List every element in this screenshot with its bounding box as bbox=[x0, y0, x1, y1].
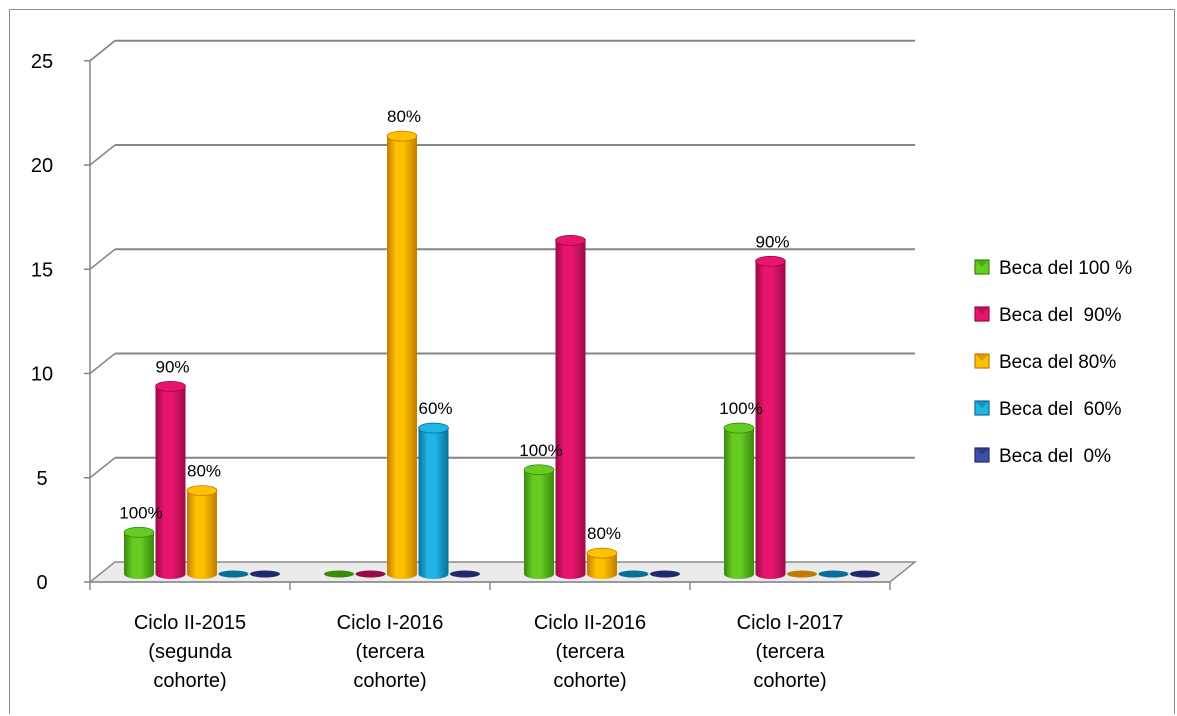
bar-top bbox=[418, 422, 449, 434]
x-category-label: cohorte) bbox=[553, 670, 626, 692]
data-label: 60% bbox=[418, 399, 452, 418]
x-category-label: Ciclo I-2017 bbox=[737, 612, 844, 634]
bar-zero bbox=[850, 570, 880, 578]
y-tick-label: 5 bbox=[36, 468, 47, 490]
legend: Beca del 100 % Beca del 90% Beca del 80% Be… bbox=[974, 258, 1132, 467]
bar bbox=[555, 240, 586, 579]
x-category-label: Ciclo II-2015 bbox=[134, 612, 246, 634]
data-label: 80% bbox=[587, 524, 621, 543]
chart-floor bbox=[87, 561, 918, 583]
bar-zero bbox=[450, 570, 480, 578]
gridline-depth bbox=[89, 457, 116, 479]
bar bbox=[755, 261, 786, 579]
data-label: 100% bbox=[519, 441, 562, 460]
bar-zero bbox=[218, 570, 249, 578]
bar bbox=[387, 136, 417, 579]
data-label: 100% bbox=[119, 503, 162, 522]
data-label: 90% bbox=[755, 232, 789, 251]
y-axis-top bbox=[89, 40, 116, 62]
x-category-label: (tercera bbox=[756, 641, 826, 663]
legend-label: Beca del 100 % bbox=[999, 258, 1132, 279]
legend-label: Beca del 60% bbox=[999, 399, 1122, 420]
bar-top bbox=[123, 526, 155, 538]
bar-zero bbox=[355, 570, 386, 578]
bar bbox=[124, 532, 154, 579]
bar bbox=[724, 428, 754, 579]
x-category-label: Ciclo II-2016 bbox=[534, 612, 646, 634]
y-tick-label: 10 bbox=[31, 364, 53, 386]
legend-label: Beca del 80% bbox=[999, 352, 1116, 373]
data-label: 100% bbox=[719, 399, 762, 418]
legend-swatch-shade bbox=[975, 307, 989, 314]
bar-top bbox=[586, 547, 618, 559]
y-tick-label: 0 bbox=[36, 572, 47, 594]
bar-top bbox=[755, 255, 786, 267]
legend-swatch-shade bbox=[975, 448, 989, 455]
bar bbox=[418, 428, 449, 579]
y-axis: 0 5 10 15 20 25 bbox=[31, 40, 116, 594]
bar-top bbox=[555, 234, 586, 246]
y-tick-label: 25 bbox=[31, 51, 53, 73]
bar-top bbox=[155, 380, 186, 392]
bar-top bbox=[186, 485, 218, 497]
x-category-label: cohorte) bbox=[353, 670, 426, 692]
bar-top bbox=[523, 464, 555, 476]
legend-swatch-shade bbox=[975, 260, 989, 267]
bar-zero bbox=[618, 570, 649, 578]
bar-zero bbox=[250, 570, 280, 578]
x-category-label: Ciclo I-2016 bbox=[337, 612, 444, 634]
data-label: 80% bbox=[187, 462, 221, 481]
x-category-label: (tercera bbox=[556, 641, 626, 663]
x-category-label: (segunda bbox=[148, 641, 232, 663]
data-labels: 100% 90% 80% 80% 60% 100% 80% 100% 90% bbox=[119, 107, 789, 543]
bar-top bbox=[386, 130, 418, 142]
legend-swatch-shade bbox=[975, 401, 989, 408]
legend-label: Beca del 90% bbox=[999, 305, 1122, 326]
bar-top bbox=[723, 422, 755, 434]
bar-zero bbox=[324, 570, 354, 578]
gridline-depth bbox=[89, 352, 116, 375]
bar-zero bbox=[650, 570, 680, 578]
gridline-depth bbox=[89, 144, 116, 166]
y-tick-label: 15 bbox=[31, 259, 53, 281]
y-tick-label: 20 bbox=[31, 155, 53, 177]
bar bbox=[155, 386, 186, 579]
legend-label: Beca del 0% bbox=[999, 446, 1111, 467]
bar bbox=[524, 469, 554, 579]
data-label: 80% bbox=[387, 107, 421, 126]
x-category-label: cohorte) bbox=[753, 670, 826, 692]
x-axis: Ciclo II-2015 (segunda cohorte) Ciclo I-201… bbox=[89, 582, 891, 692]
data-label: 90% bbox=[155, 357, 189, 376]
legend-swatch-shade bbox=[975, 354, 989, 361]
bars bbox=[123, 130, 880, 579]
bar-zero bbox=[818, 570, 849, 578]
grid-lines bbox=[89, 39, 915, 479]
bar bbox=[587, 553, 617, 579]
x-category-label: cohorte) bbox=[153, 670, 226, 692]
x-category-label: (tercera bbox=[356, 641, 426, 663]
gridline-depth bbox=[89, 248, 116, 270]
bar-zero bbox=[787, 570, 817, 578]
bar bbox=[187, 490, 217, 579]
chart-frame bbox=[9, 9, 1175, 714]
